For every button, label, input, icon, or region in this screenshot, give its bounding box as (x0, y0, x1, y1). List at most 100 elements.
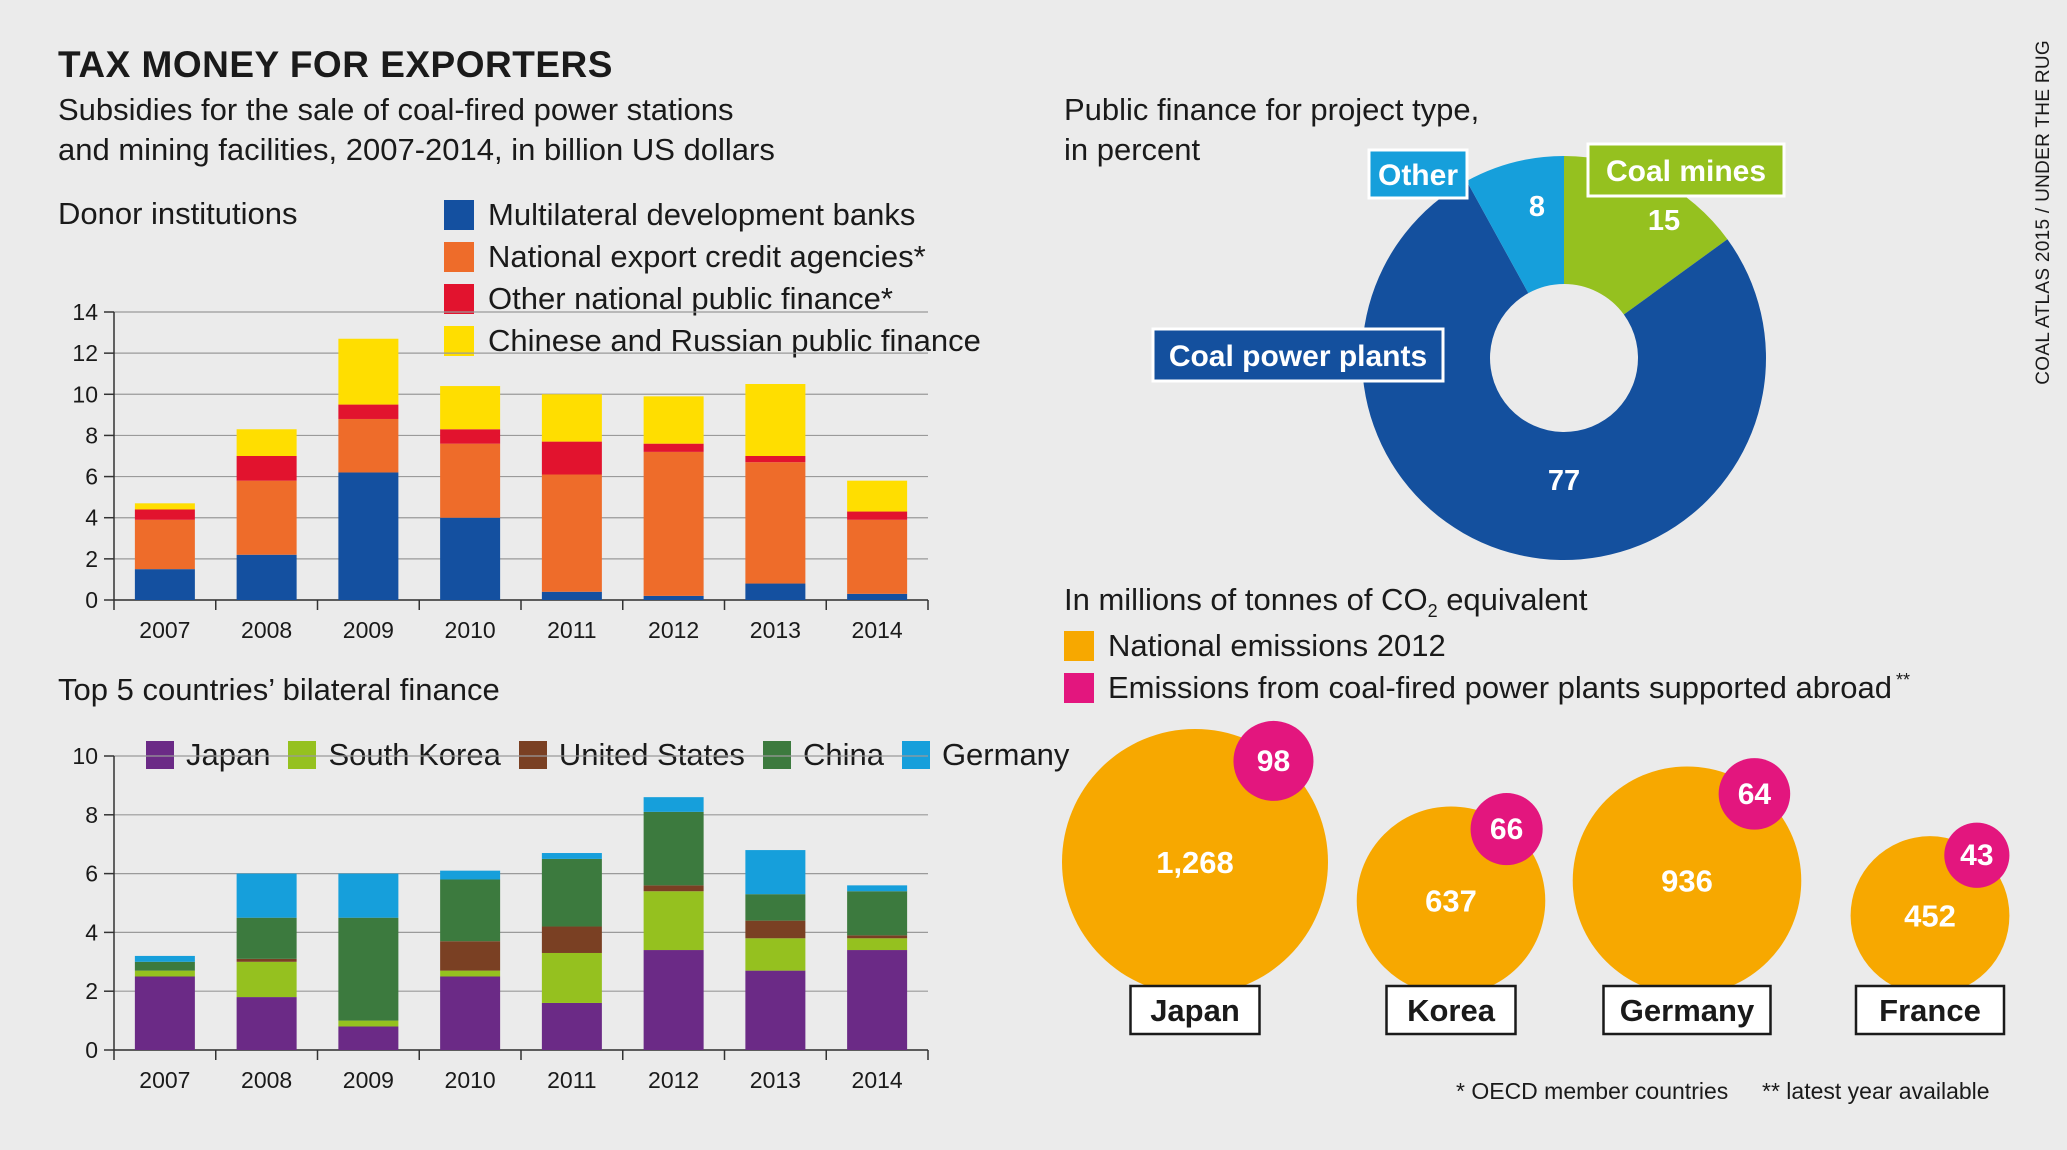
legend-swatch (762, 741, 791, 769)
legend-swatch (444, 284, 474, 314)
bar-segment (440, 429, 501, 444)
abroad-emissions-bubble (1470, 793, 1543, 866)
bar-segment (745, 462, 806, 584)
bar-segment (338, 338, 399, 405)
bar-segment (643, 891, 704, 951)
source-credit: COAL ATLAS 2015 / UNDER THE RUG (2033, 40, 2054, 385)
y-tick-label: 2 (85, 978, 98, 1004)
x-tick-label: 2007 (139, 617, 190, 643)
legend-item-japan: Japan (146, 737, 270, 773)
subtitle-line-1: Subsidies for the sale of coal-fired pow… (58, 92, 734, 127)
bar-segment (338, 472, 399, 600)
country-label-box (1385, 984, 1517, 1036)
bilateral-chart-title: Top 5 countries’ bilateral finance (58, 672, 500, 707)
y-tick-label: 6 (85, 861, 98, 887)
legend-swatch (518, 741, 547, 769)
bar-segment (745, 456, 806, 463)
legend-label: Other national public finance* (488, 281, 893, 316)
legend-item-national-emissions: National emissions 2012 (1064, 628, 1446, 664)
legend-item-other-national: Other national public finance* (444, 278, 981, 320)
slice-callout-box (1586, 142, 1786, 198)
x-tick-label: 2011 (547, 617, 596, 643)
abroad-emissions-value: 66 (1490, 813, 1523, 846)
legend-item-multilateral: Multilateral development banks (444, 194, 981, 236)
y-tick-label: 10 (72, 743, 98, 769)
bar-segment (745, 894, 806, 921)
legend-label: National export credit agencies* (488, 239, 926, 274)
x-tick-label: 2011 (547, 1067, 596, 1093)
abroad-emissions-bubble (1233, 720, 1314, 801)
bar-segment (236, 917, 297, 959)
bar-segment (745, 970, 806, 1050)
legend-item-united-states: United States (518, 737, 745, 773)
bar-segment (643, 396, 704, 444)
legend-swatch (1064, 631, 1094, 661)
slice-callout-box (1367, 148, 1469, 200)
bar-segment (847, 891, 908, 936)
subtitle-line-2: and mining facilities, 2007-2014, in bil… (58, 132, 775, 167)
legend-item-south-korea: South Korea (288, 737, 501, 773)
bar-segment (134, 519, 195, 570)
bar-segment (643, 950, 704, 1050)
bar-segment (541, 394, 602, 442)
bar-segment (338, 873, 399, 918)
x-tick-label: 2009 (343, 617, 394, 643)
bar-segment (338, 418, 399, 473)
bar-segment (643, 797, 704, 812)
country-label-box (1854, 984, 2006, 1036)
bar-segment (440, 941, 501, 971)
slice-callout-label: Other (1378, 159, 1458, 192)
x-tick-label: 2012 (648, 1067, 699, 1093)
abroad-emissions-bubble (1944, 822, 2010, 888)
legend-item-abroad-emissions: Emissions from coal-fired power plants s… (1064, 670, 1910, 706)
bar-segment (541, 952, 602, 1003)
legend-item-germany: Germany (901, 737, 1069, 773)
slice-callout-box (1151, 327, 1445, 383)
abroad-emissions-bubble (1718, 758, 1791, 830)
legend-label: United States (558, 737, 745, 772)
bar-segment (847, 519, 908, 594)
page-title: TAX MONEY FOR EXPORTERS (58, 44, 613, 85)
legend-item-chinese-russian: Chinese and Russian public finance (444, 320, 981, 362)
legend-marker: ** (1896, 670, 1911, 690)
bar-segment (541, 441, 602, 475)
legend-label: China (802, 737, 884, 772)
y-tick-label: 4 (85, 919, 98, 945)
bar-segment (338, 404, 399, 419)
legend-swatch (1064, 673, 1094, 703)
donor-legend: Multilateral development banks National … (444, 194, 981, 362)
bar-segment (440, 517, 501, 600)
y-tick-label: 10 (72, 381, 98, 407)
y-tick-label: 8 (85, 802, 98, 828)
y-tick-label: 8 (85, 422, 98, 448)
x-tick-label: 2010 (445, 1067, 496, 1093)
bar-segment (338, 917, 399, 1021)
bar-segment (134, 509, 195, 520)
y-tick-label: 0 (85, 1037, 98, 1063)
bar-segment (847, 885, 908, 892)
footnote-oecd: * OECD member countries (1456, 1078, 1729, 1104)
legend-label: Multilateral development banks (488, 197, 916, 232)
bar-segment (440, 870, 501, 880)
emissions-title-subscript: 2 (1427, 601, 1438, 622)
footnote-latest: ** latest year available (1762, 1078, 1990, 1104)
x-tick-label: 2014 (852, 617, 903, 643)
bar-segment (745, 850, 806, 895)
x-tick-label: 2008 (241, 1067, 292, 1093)
bar-segment (134, 569, 195, 600)
country-label-box (1602, 984, 1772, 1036)
country-label: Korea (1407, 993, 1496, 1028)
donut-slice (1466, 156, 1564, 294)
donor-chart-title: Donor institutions (58, 196, 298, 231)
bar-segment (541, 853, 602, 859)
donut-chart: 15 Coal mines 77 Coal power plants 8 Other (1151, 142, 1786, 560)
emissions-title-suffix: equivalent (1437, 582, 1588, 617)
legend-swatch (444, 326, 474, 356)
bilateral-chart: 0 2 4 6 8 10 2007 2008 2009 2010 2011 2012 2013 2014 (72, 743, 929, 1093)
x-tick-label: 2010 (445, 617, 496, 643)
bar-segment (745, 583, 806, 600)
bar-segment (134, 976, 195, 1050)
bar-segment (643, 811, 704, 886)
donut-title-line-2: in percent (1064, 132, 1201, 167)
